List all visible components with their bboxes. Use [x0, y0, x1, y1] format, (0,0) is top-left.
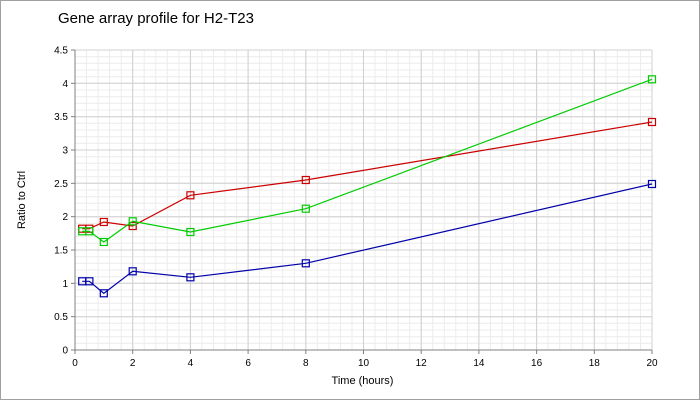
y-tick-label: 2.5 — [54, 179, 68, 190]
y-tick-label: 3.5 — [54, 112, 68, 123]
x-tick-label: 2 — [130, 358, 136, 369]
series-3-point — [99, 289, 108, 298]
x-tick-label: 14 — [473, 358, 485, 369]
x-tick-label: 10 — [358, 358, 370, 369]
y-tick-label: 2 — [62, 212, 68, 223]
series-1-point — [128, 221, 137, 231]
series-1-point — [301, 175, 310, 185]
y-tick-label: 4 — [62, 79, 68, 90]
series-2-point — [128, 217, 137, 226]
series-1-point — [99, 217, 108, 227]
y-tick-label: 3 — [62, 146, 68, 157]
series-line-1 — [82, 121, 653, 230]
y-axis-label: Ratio to Ctrl — [16, 171, 28, 229]
series-3-point — [301, 259, 310, 268]
series-line-2 — [82, 78, 653, 243]
series-2-point — [186, 227, 195, 237]
series-3-point — [85, 277, 94, 286]
series-3-point — [647, 179, 657, 189]
y-tick-label: 1 — [62, 279, 68, 290]
x-tick-label: 16 — [531, 358, 543, 369]
y-tick-label: 0.5 — [54, 312, 68, 323]
series-2-point — [301, 204, 310, 213]
series-1-point — [186, 191, 195, 200]
series-3-point — [186, 273, 195, 282]
x-tick-label: 8 — [303, 358, 309, 369]
x-tick-label: 18 — [589, 358, 601, 369]
series-1-point — [647, 117, 657, 127]
chart-title: Gene array profile for H2-T23 — [58, 10, 254, 27]
y-tick-label: 4.5 — [54, 46, 68, 57]
x-tick-label: 20 — [646, 358, 658, 369]
series-2-point — [99, 237, 108, 247]
series-line-3 — [82, 183, 653, 295]
series-3-point — [128, 267, 137, 276]
x-tick-label: 4 — [188, 358, 194, 369]
series-2-point — [85, 227, 94, 236]
y-tick-label: 0 — [62, 346, 68, 357]
x-tick-label: 6 — [245, 358, 251, 369]
y-tick-label: 1.5 — [54, 246, 68, 257]
x-tick-label: 0 — [72, 358, 78, 369]
x-tick-label: 12 — [416, 358, 428, 369]
x-axis-label: Time (hours) — [332, 375, 394, 387]
series-2-point — [647, 75, 657, 84]
